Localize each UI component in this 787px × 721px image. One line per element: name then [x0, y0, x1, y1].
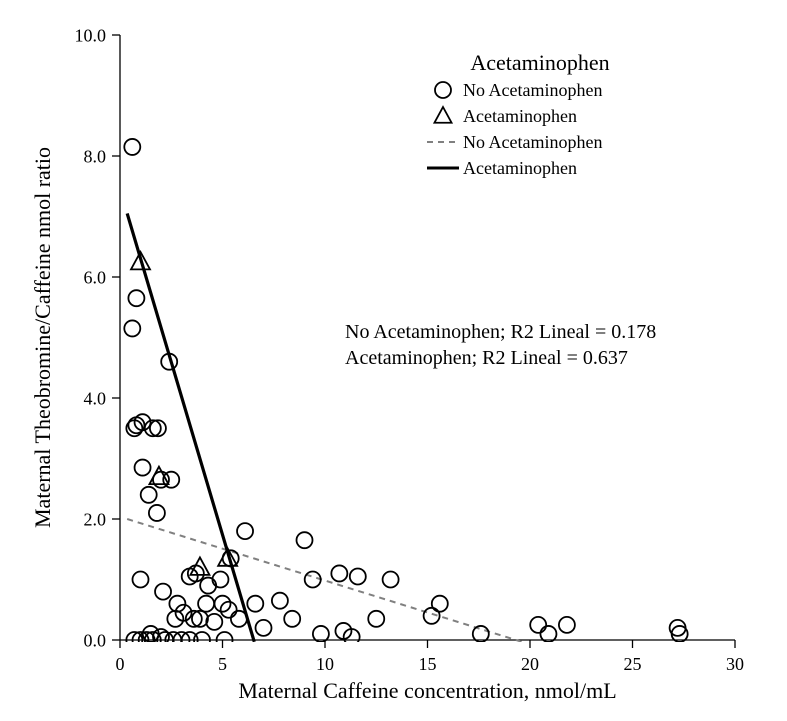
point-circle — [237, 523, 253, 539]
point-circle — [155, 584, 171, 600]
point-circle — [133, 572, 149, 588]
y-axis-label: Maternal Theobromine/Caffeine nmol ratio — [30, 147, 55, 528]
point-circle — [135, 460, 151, 476]
y-tick-label: 6.0 — [84, 267, 107, 287]
acet-line — [127, 213, 254, 641]
x-tick-label: 25 — [624, 654, 642, 674]
legend-label: No Acetaminophen — [463, 132, 602, 152]
legend-title: Acetaminophen — [470, 50, 609, 75]
legend-label: No Acetaminophen — [463, 80, 602, 100]
point-circle — [149, 505, 165, 521]
point-circle — [124, 320, 140, 336]
x-axis-label: Maternal Caffeine concentration, nmol/mL — [238, 678, 616, 703]
point-circle — [128, 290, 144, 306]
point-circle — [297, 532, 313, 548]
regression-lines — [127, 213, 522, 641]
point-circle — [284, 611, 300, 627]
point-circle — [331, 565, 347, 581]
point-circle — [559, 617, 575, 633]
point-circle — [231, 611, 247, 627]
x-tick-label: 10 — [316, 654, 334, 674]
point-circle — [383, 572, 399, 588]
x-tick-label: 0 — [116, 654, 125, 674]
y-tick-label: 2.0 — [84, 509, 107, 529]
annotation-line-1: No Acetaminophen; R2 Lineal = 0.178 — [345, 321, 656, 343]
x-tick-label: 15 — [419, 654, 437, 674]
scatter-chart: 0 5 10 15 20 25 30 0.0 2.0 4.0 6.0 8.0 10.0 Maternal … — [0, 0, 787, 721]
point-circle — [432, 596, 448, 612]
point-circle — [368, 611, 384, 627]
point-circle — [198, 596, 214, 612]
point-circle — [247, 596, 263, 612]
point-circle — [272, 593, 288, 609]
annotation-line-2: Acetaminophen; R2 Lineal = 0.637 — [345, 347, 628, 369]
x-tick-label: 5 — [218, 654, 227, 674]
legend-label: Acetaminophen — [463, 158, 577, 178]
point-circle — [256, 620, 272, 636]
legend-marker-triangle — [434, 107, 451, 123]
point-circle — [141, 487, 157, 503]
x-tick-label: 30 — [726, 654, 744, 674]
x-tick-label: 20 — [521, 654, 539, 674]
point-circle — [169, 596, 185, 612]
legend-label: Acetaminophen — [463, 106, 577, 126]
point-circle — [212, 572, 228, 588]
y-tick-label: 10.0 — [75, 25, 107, 45]
point-circle — [530, 617, 546, 633]
point-circle — [124, 139, 140, 155]
y-tick-label: 4.0 — [84, 388, 107, 408]
y-tick-label: 0.0 — [84, 630, 107, 650]
chart-svg: 0 5 10 15 20 25 30 0.0 2.0 4.0 6.0 8.0 10.0 Maternal … — [0, 0, 787, 721]
y-tick-label: 8.0 — [84, 146, 107, 166]
point-circle — [200, 578, 216, 594]
point-circle — [350, 568, 366, 584]
scatter-points — [124, 139, 687, 648]
legend-marker-circle — [435, 82, 451, 98]
legend: Acetaminophen No Acetaminophen Acetaminoph… — [427, 50, 610, 178]
point-circle — [206, 614, 222, 630]
